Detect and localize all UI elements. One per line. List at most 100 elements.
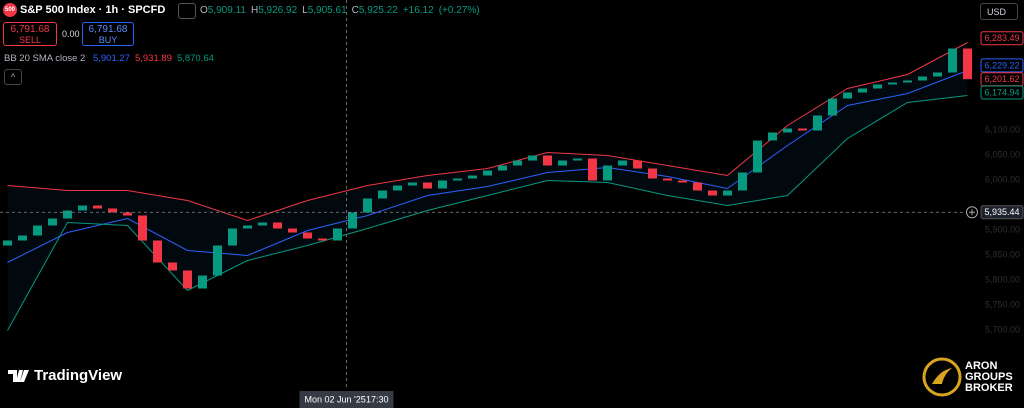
sell-button[interactable]: 6,791.68 SELL bbox=[3, 22, 57, 46]
watermark: TradingView bbox=[34, 367, 122, 384]
candle bbox=[948, 48, 957, 73]
candle bbox=[813, 115, 822, 131]
candle bbox=[783, 128, 792, 133]
candle bbox=[423, 182, 432, 189]
candle bbox=[723, 190, 732, 196]
ohlc-value: 5,909.11 bbox=[207, 5, 246, 16]
price-label: 5,935.44 bbox=[984, 207, 1019, 217]
candle bbox=[843, 92, 852, 99]
symbol-title[interactable]: S&P 500 Index · 1h · SPCFD bbox=[20, 4, 166, 16]
settings-button[interactable] bbox=[178, 3, 196, 19]
candle bbox=[273, 222, 282, 229]
candle bbox=[633, 160, 642, 169]
indicator-name[interactable]: BB 20 SMA close 2 bbox=[4, 53, 86, 64]
y-tick-label: 6,050.00 bbox=[985, 149, 1020, 159]
candle bbox=[168, 262, 177, 271]
price-label-box bbox=[980, 31, 1024, 46]
candle bbox=[18, 235, 27, 241]
candle bbox=[663, 178, 672, 181]
price-label: 6,229.22 bbox=[984, 60, 1019, 70]
candle bbox=[618, 160, 627, 166]
candle bbox=[648, 168, 657, 179]
candle bbox=[63, 210, 72, 219]
candle bbox=[468, 175, 477, 179]
indicator-legend: BB 20 SMA close 2 5,901.27 5,931.89 5,870.… bbox=[4, 53, 214, 64]
candle bbox=[33, 225, 42, 236]
price-label-box bbox=[980, 58, 1024, 73]
ohlc-value: 5,925.22 bbox=[358, 5, 398, 16]
y-tick-label: 5,750.00 bbox=[985, 299, 1020, 309]
time-axis bbox=[0, 390, 1024, 408]
candle bbox=[408, 182, 417, 186]
candle bbox=[753, 140, 762, 173]
currency: USD bbox=[987, 7, 1007, 17]
crosshair-time: 17:30 bbox=[366, 394, 389, 404]
candle bbox=[858, 88, 867, 93]
candle bbox=[303, 232, 312, 239]
candle bbox=[453, 178, 462, 181]
candle bbox=[528, 155, 537, 161]
plus-icon bbox=[969, 209, 975, 216]
y-tick-label: 5,800.00 bbox=[985, 274, 1020, 284]
y-tick-label: 5,850.00 bbox=[985, 249, 1020, 259]
sell-label: SELL bbox=[18, 35, 42, 45]
ohlc-value: 5,905.61 bbox=[307, 5, 347, 16]
candle bbox=[828, 98, 837, 116]
candle bbox=[768, 132, 777, 141]
candle bbox=[483, 170, 492, 176]
broker-name: GROUPS bbox=[965, 371, 1013, 383]
indicator-value: 5,901.27 bbox=[92, 53, 130, 64]
candle bbox=[873, 84, 882, 89]
candle bbox=[183, 270, 192, 289]
currency-button[interactable]: USD bbox=[980, 3, 1018, 20]
candle bbox=[798, 128, 807, 131]
collapse-button[interactable]: ^ bbox=[4, 69, 22, 85]
candle bbox=[198, 275, 207, 289]
candle bbox=[558, 160, 567, 166]
candle bbox=[228, 228, 237, 246]
buy-label: BUY bbox=[98, 35, 118, 45]
ohlc-letter: C bbox=[351, 5, 359, 16]
candle bbox=[918, 76, 927, 81]
ohlc-legend: O5,909.11 H5,926.92 L5,905.61 C5,925.22 +16.… bbox=[200, 5, 480, 16]
ohlc-letter: O bbox=[200, 5, 208, 16]
candle bbox=[963, 48, 972, 80]
sell-price: 6,791.68 bbox=[10, 24, 50, 35]
candle bbox=[543, 155, 552, 166]
candle bbox=[78, 205, 87, 211]
candle bbox=[393, 185, 402, 191]
candle bbox=[213, 245, 222, 276]
candle bbox=[438, 180, 447, 189]
broker-name: ARON bbox=[965, 360, 997, 372]
broker-logo: ARON GROUPS BROKER bbox=[922, 357, 1013, 397]
y-tick-label: 6,100.00 bbox=[985, 124, 1020, 134]
candle bbox=[258, 222, 267, 226]
candle bbox=[243, 225, 252, 229]
candle bbox=[48, 218, 57, 226]
change: +16.12 bbox=[402, 5, 434, 16]
candle bbox=[108, 208, 117, 213]
broker-name: BROKER bbox=[965, 382, 1013, 394]
crosshair-time-box bbox=[299, 391, 394, 408]
candle bbox=[378, 190, 387, 199]
buy-button[interactable]: 6,791.68 BUY bbox=[82, 22, 134, 46]
crosshair-date: Mon 02 Jun '25 bbox=[305, 394, 366, 404]
candle bbox=[333, 228, 342, 241]
change-pct: (+0.27%) bbox=[438, 5, 480, 16]
indicator-value: 5,931.89 bbox=[134, 53, 172, 64]
candle bbox=[318, 238, 327, 241]
candle bbox=[933, 72, 942, 77]
y-tick-label: 5,700.00 bbox=[985, 324, 1020, 334]
candle bbox=[513, 160, 522, 166]
candle bbox=[498, 165, 507, 171]
candle bbox=[363, 198, 372, 213]
price-label-box bbox=[980, 205, 1024, 220]
band-line bbox=[7, 95, 968, 331]
price-label: 6,201.62 bbox=[984, 74, 1019, 84]
candle bbox=[903, 80, 912, 83]
ohlc-letter: L bbox=[302, 5, 308, 16]
candle bbox=[708, 190, 717, 196]
tradingview-logo: TradingView bbox=[8, 367, 122, 384]
